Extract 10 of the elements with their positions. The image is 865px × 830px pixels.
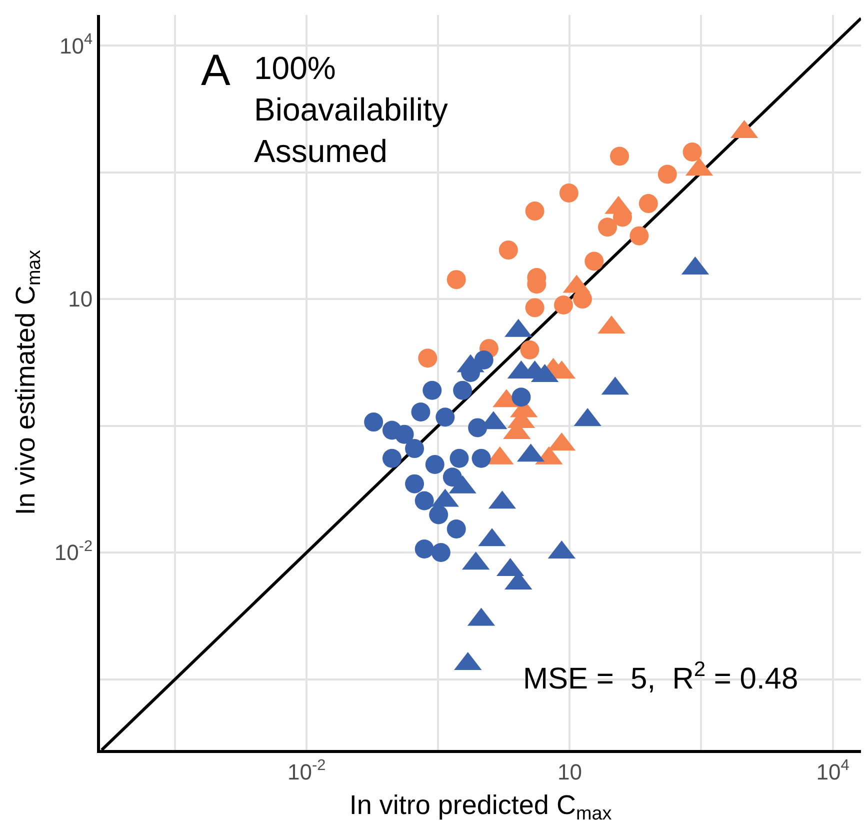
x-tick-label: 10$^{4}$: [816, 757, 850, 784]
x-axis-title: In vitro predicted C$_{max}$: [349, 790, 612, 824]
y-tick-label: 10$^{4}$: [60, 31, 94, 58]
annotation: MSE = 5, R$^{2}$ = 0.48: [523, 658, 798, 696]
annotation: 100% Bioavailability Assumed: [254, 50, 448, 170]
annotation: A: [201, 46, 231, 95]
y-tick-label: 10: [68, 286, 93, 312]
y-tick-label: 10$^{-2}$: [54, 538, 93, 566]
x-tick-label: 10$^{-2}$: [288, 757, 326, 784]
x-tick-label: 10: [557, 759, 582, 784]
